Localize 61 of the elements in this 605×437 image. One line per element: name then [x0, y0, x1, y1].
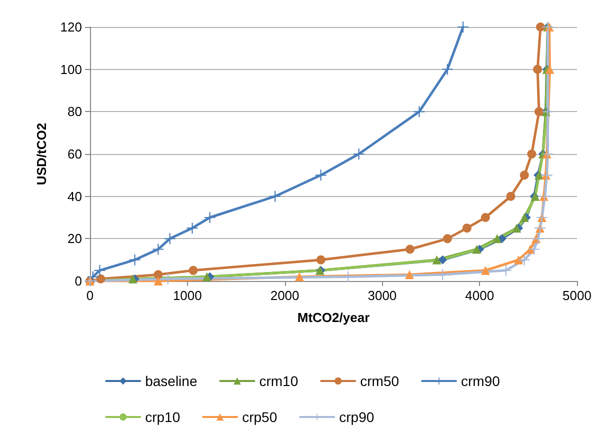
x-tick-label: 2000 — [270, 288, 300, 303]
point — [533, 64, 542, 74]
point — [96, 274, 106, 284]
y-axis-title: USD/tCO2 — [34, 122, 49, 186]
point — [462, 224, 472, 233]
x-tick-label: 0 — [86, 288, 94, 303]
y-tick-label: 20 — [68, 231, 82, 246]
point — [353, 148, 364, 160]
point — [534, 107, 544, 116]
point — [164, 233, 176, 244]
x-tick-label: 4000 — [465, 288, 494, 303]
y-tick-label: 100 — [60, 62, 82, 77]
point — [204, 212, 216, 223]
point — [472, 244, 482, 254]
y-tick-label: 60 — [68, 146, 82, 162]
y-tick-label: 80 — [68, 104, 82, 120]
point — [528, 244, 540, 255]
x-tick-label: 5000 — [562, 288, 592, 303]
legend-label: crm10 — [259, 373, 298, 389]
y-tick-label: 120 — [60, 20, 82, 34]
point — [518, 254, 530, 266]
point — [532, 233, 544, 244]
x-tick-label: 1000 — [172, 288, 202, 303]
point — [527, 150, 536, 158]
point — [414, 106, 425, 118]
point — [270, 190, 281, 202]
point — [404, 270, 414, 280]
point — [94, 264, 106, 276]
point — [202, 272, 212, 282]
legend-label: crp50 — [242, 409, 278, 425]
legend-label: crm90 — [461, 373, 500, 389]
x-axis-title: MtCO2/year — [297, 310, 370, 325]
point — [536, 22, 545, 32]
legend-label: baseline — [145, 373, 198, 389]
point — [129, 254, 140, 266]
point — [294, 272, 304, 282]
y-tick-label: 0 — [74, 274, 82, 288]
point — [480, 213, 490, 222]
point — [154, 276, 163, 286]
y-tick-label: 40 — [68, 188, 82, 204]
x-tick-label: 3000 — [368, 288, 397, 303]
point — [458, 22, 469, 32]
point — [514, 255, 524, 264]
point — [442, 64, 453, 75]
point — [480, 266, 490, 275]
point — [492, 234, 502, 244]
point — [442, 234, 452, 244]
point — [315, 170, 326, 181]
point — [506, 192, 516, 201]
point — [188, 266, 198, 275]
point — [152, 244, 164, 255]
point — [520, 170, 529, 180]
point — [316, 255, 326, 264]
point — [186, 222, 198, 234]
point — [405, 244, 414, 254]
legend-label: crm50 — [360, 373, 400, 389]
legend-label: crp10 — [145, 409, 180, 425]
point — [432, 255, 442, 264]
point — [154, 270, 163, 280]
point — [438, 255, 448, 264]
legend-label: crp90 — [339, 409, 374, 425]
